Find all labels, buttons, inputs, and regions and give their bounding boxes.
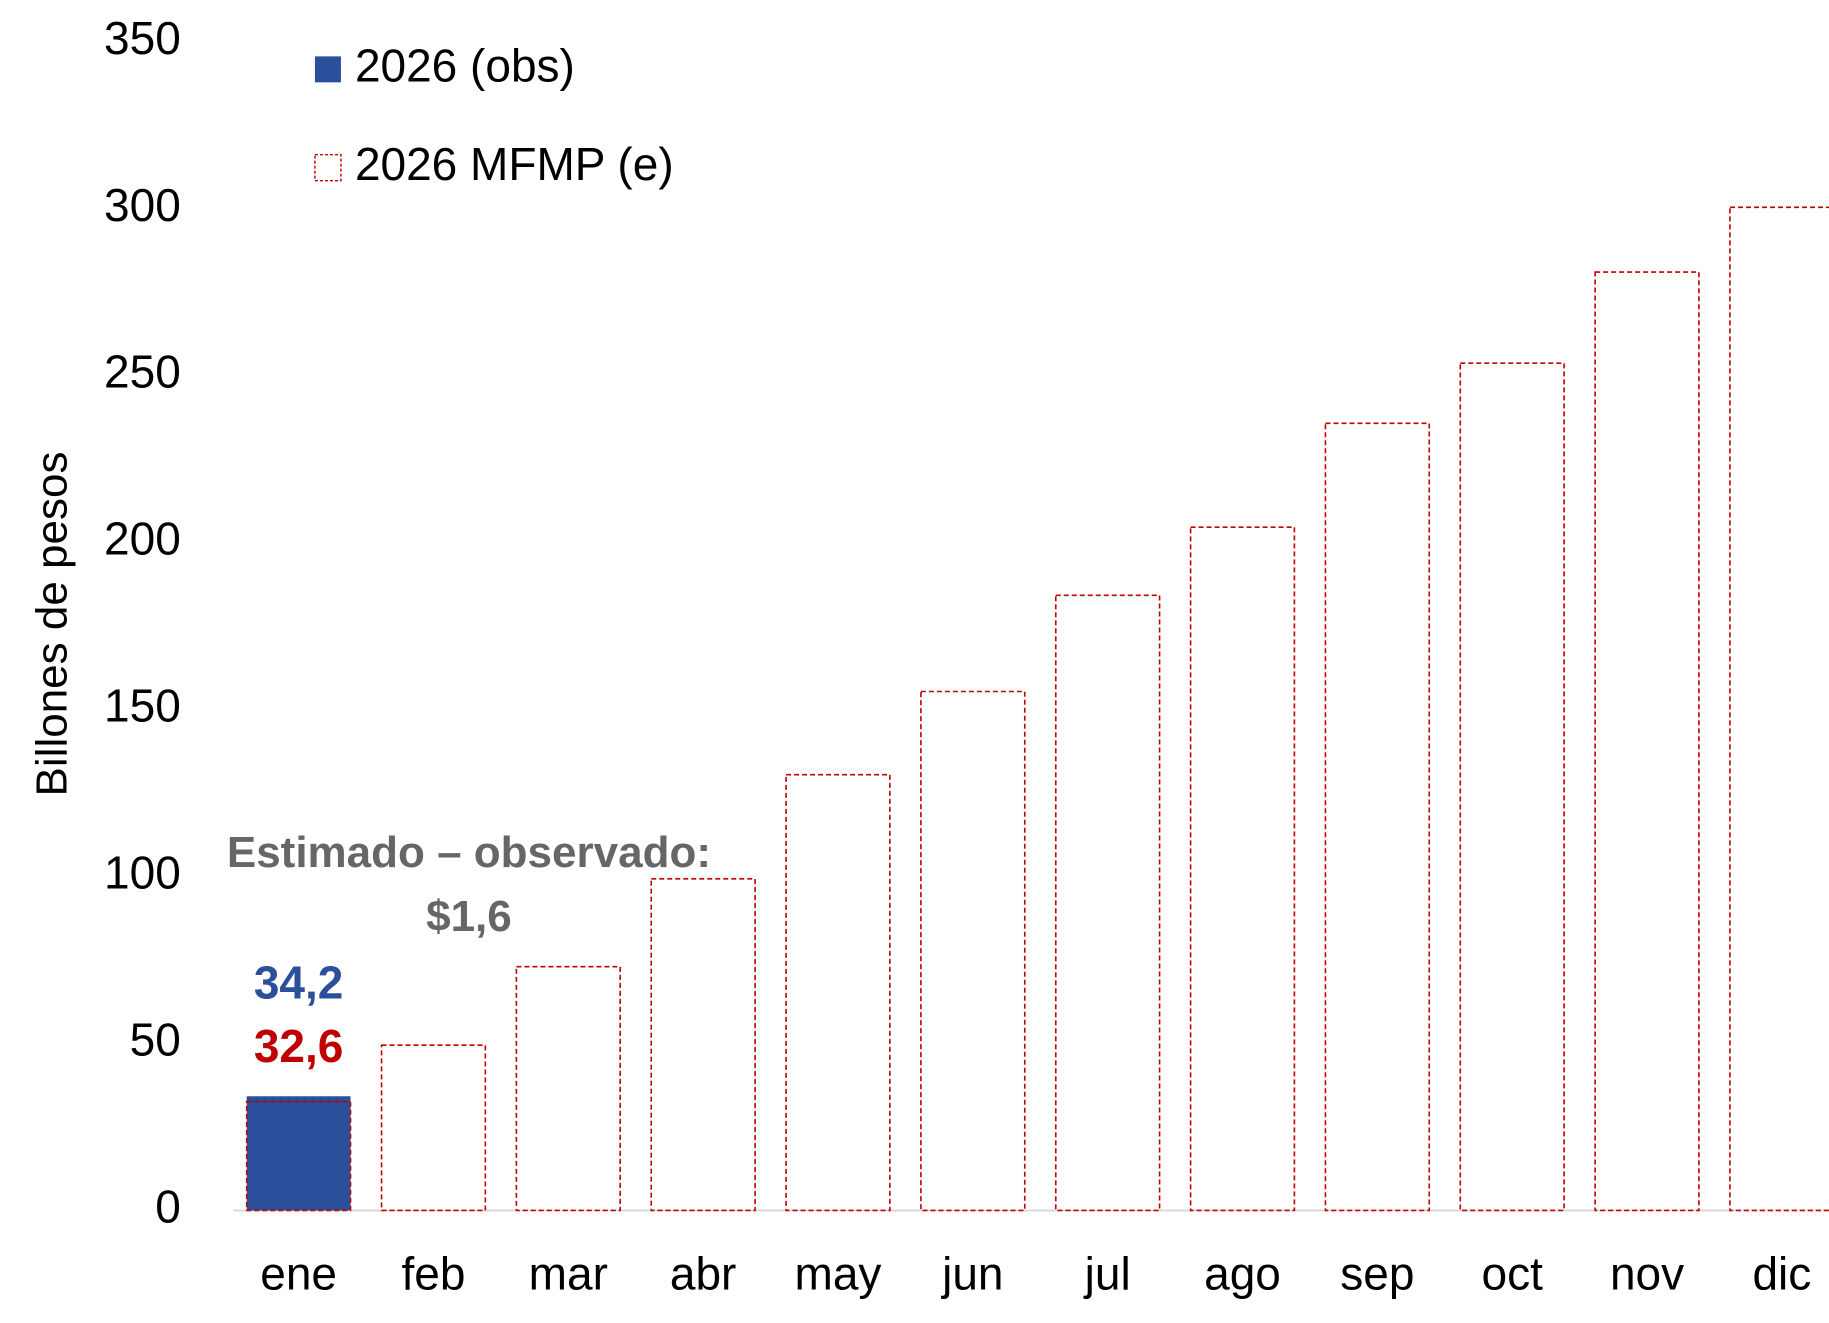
x-tick-label: sep [1340, 1248, 1414, 1300]
x-tick-label: mar [529, 1248, 608, 1300]
legend-swatch [314, 153, 342, 182]
x-tick-label: ene [260, 1248, 337, 1300]
x-tick-label: jul [1083, 1248, 1131, 1300]
x-tick-label: abr [670, 1248, 736, 1300]
bar [785, 773, 891, 1212]
x-tick-label: ago [1204, 1248, 1281, 1300]
y-tick-label: 350 [104, 12, 181, 64]
bar [246, 1096, 351, 1211]
x-tick-label: jun [940, 1248, 1003, 1300]
bar [1189, 526, 1296, 1212]
bar [515, 965, 622, 1212]
data-label: 32,6 [254, 1020, 344, 1072]
bar [245, 1100, 352, 1212]
x-tick-label: nov [1610, 1248, 1684, 1300]
legend-label: 2026 (obs) [355, 40, 575, 92]
y-tick-label: 200 [104, 513, 181, 565]
y-tick-label: 250 [104, 346, 181, 398]
bar [920, 690, 1026, 1212]
x-tick-label: may [795, 1248, 882, 1300]
y-tick-label: 150 [104, 680, 181, 732]
legend-swatch [314, 56, 341, 83]
legend-label: 2026 MFMP (e) [355, 138, 674, 190]
x-tick-label: oct [1482, 1248, 1544, 1300]
annotation: $1,6 [426, 892, 512, 941]
bar [1729, 206, 1829, 1212]
y-tick-label: 300 [104, 179, 181, 231]
bar [380, 1044, 487, 1212]
y-tick-label: 50 [130, 1014, 181, 1066]
bar [650, 878, 756, 1212]
bar [1594, 271, 1700, 1212]
bar [1054, 594, 1161, 1212]
bar [1324, 422, 1431, 1212]
y-axis-label: Billones de pesos [28, 452, 77, 797]
bar [1459, 362, 1565, 1212]
x-tick-label: dic [1752, 1248, 1811, 1300]
y-tick-label: 100 [104, 847, 181, 899]
annotation: Estimado – observado: [227, 828, 711, 877]
y-tick-label: 0 [155, 1181, 181, 1233]
x-tick-label: feb [401, 1248, 465, 1300]
data-label: 34,2 [254, 956, 344, 1008]
